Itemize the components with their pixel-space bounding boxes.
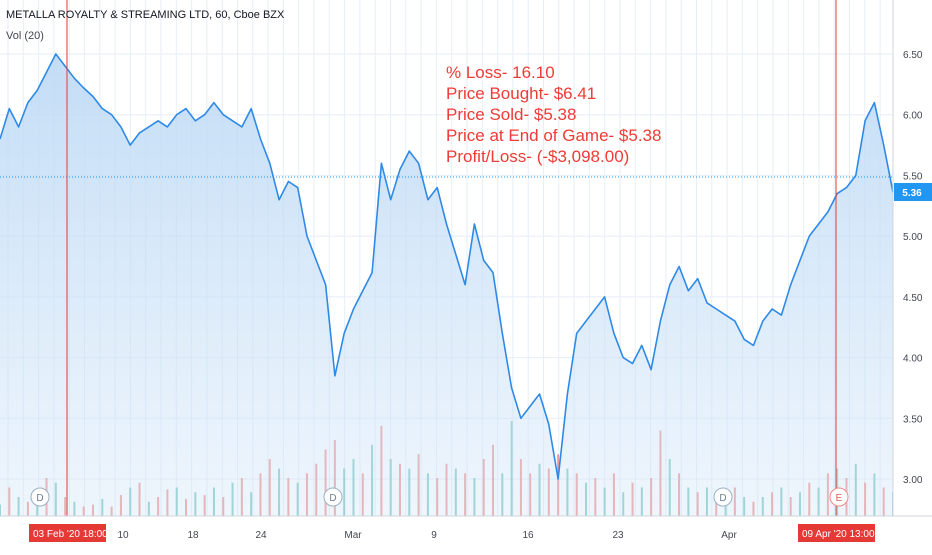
price-area-fill (0, 54, 893, 516)
profit-loss-text: Profit/Loss- (-$3,098.00) (446, 147, 630, 166)
price-tick-label: 6.00 (903, 111, 923, 122)
marker-label: D (36, 493, 43, 504)
price-line (0, 53, 894, 480)
time-tick-label: 16 (522, 530, 534, 541)
time-tick-label: 10 (117, 530, 129, 541)
price-tick-label: 5.00 (903, 232, 923, 243)
price-tick-label: 3.00 (903, 475, 923, 486)
time-tick-label: 9 (431, 530, 437, 541)
marker-label: D (329, 493, 336, 504)
time-marker-tag (29, 524, 106, 542)
time-tick-label: 23 (612, 530, 624, 541)
price-sold-text: Price Sold- $5.38 (446, 105, 577, 124)
last-price-label: 5.36 (902, 188, 922, 199)
time-tick-label: 24 (255, 530, 267, 541)
symbol-title[interactable]: METALLA ROYALTY & STREAMING LTD, 60, Cbo… (6, 9, 285, 21)
volume-indicator-label[interactable]: Vol (20) (6, 30, 44, 42)
price-axis[interactable]: 3.00 3.50 4.00 4.50 5.00 5.50 6.00 6.50 5.36 (892, 0, 932, 516)
dividend-marker (713, 487, 733, 507)
price-tick-label: 5.50 (903, 171, 923, 182)
loss-percent-text: % Loss- 16.10 (446, 63, 555, 82)
last-price-tag (894, 183, 932, 201)
earnings-marker (829, 487, 849, 507)
price-tick-label: 4.50 (903, 293, 923, 304)
marker-label: E (836, 493, 843, 504)
marker-label: D (719, 493, 726, 504)
price-axis-bg (893, 0, 932, 516)
time-axis-bg (0, 516, 932, 550)
time-tick-label: Mar (344, 530, 362, 541)
time-marker-label: 09 Apr '20 13:00 (802, 529, 875, 540)
price-tick-label: 4.00 (903, 354, 923, 365)
trade-summary-annotation: % Loss- 16.10 Price Bought- $6.41 Price … (446, 62, 661, 167)
end-price-text: Price at End of Game- $5.38 (446, 126, 662, 145)
time-tick-label: 18 (187, 530, 199, 541)
price-bought-text: Price Bought- $6.41 (446, 84, 597, 103)
dividend-marker (30, 487, 50, 507)
time-marker-tag (798, 524, 875, 542)
price-area (0, 53, 894, 516)
price-tick-label: 3.50 (903, 414, 923, 425)
price-tick-label: 6.50 (903, 50, 923, 61)
dividend-marker (323, 487, 343, 507)
time-markers (66, 0, 837, 524)
time-marker-label: 03 Feb '20 18:00 (33, 529, 108, 540)
time-tick-label: Apr (721, 530, 737, 541)
